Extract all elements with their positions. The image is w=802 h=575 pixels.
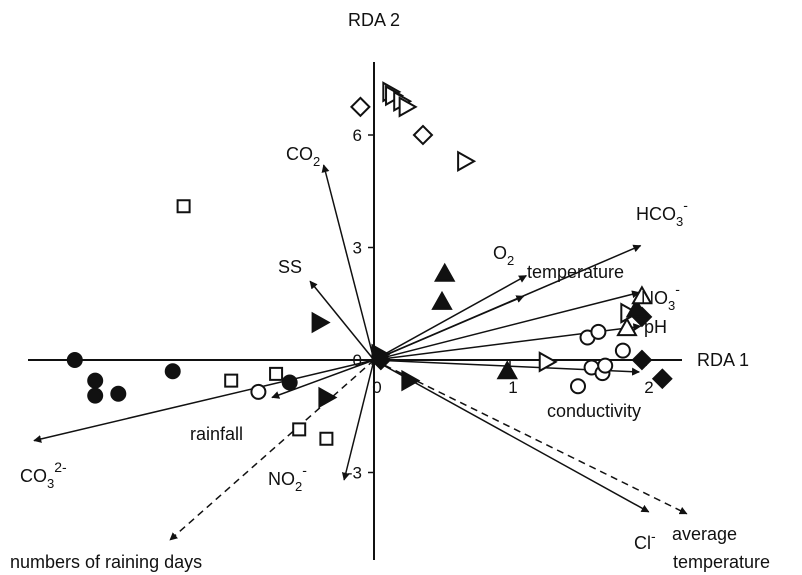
point-circle-open <box>614 342 631 359</box>
point-square-open <box>224 373 239 388</box>
x-tick-label: 0 <box>372 378 381 397</box>
points-layer <box>66 81 673 446</box>
point-circle-filled <box>87 372 104 389</box>
point-square-open <box>319 431 334 446</box>
vector-label-rainfall: rainfall <box>190 424 243 444</box>
vector-label-co2: CO2 <box>286 144 320 169</box>
point-square-open <box>176 199 191 214</box>
vectors-layer <box>33 164 688 541</box>
point-diamond-open <box>412 124 434 146</box>
point-triangle-right-filled <box>311 311 331 334</box>
point-triangle-up-open <box>631 285 653 305</box>
y-tick-label: 3 <box>353 239 362 258</box>
point-square-open <box>292 422 307 437</box>
vector-no2 <box>341 359 375 481</box>
y-tick-label: 6 <box>353 126 362 145</box>
vector-label-cl: Cl- <box>634 528 656 553</box>
vector-cl <box>373 359 650 513</box>
vector-label-ss: SS <box>278 257 302 277</box>
point-circle-filled <box>66 352 83 368</box>
point-diamond-filled <box>370 349 392 371</box>
vector-label-no2: NO2- <box>268 462 307 494</box>
point-triangle-right-open <box>538 351 558 373</box>
vector-ss <box>309 280 375 361</box>
vector-rainfall <box>271 359 375 399</box>
point-triangle-up-open <box>616 317 638 337</box>
vector-label-no3: NO3- <box>641 281 680 313</box>
ticks-layer: 0 1 2 -3 0 3 6 <box>347 126 654 483</box>
vector-label-o2: O2 <box>493 243 514 268</box>
point-diamond-open <box>349 96 371 118</box>
point-circle-open <box>250 383 267 400</box>
vector-label-co3: CO32- <box>20 459 67 491</box>
vector-labels: CO2 SS O2 temperature HCO3- NO3- pH conductivit… <box>10 144 770 572</box>
point-triangle-right-filled <box>318 386 338 409</box>
point-circle-filled <box>164 363 181 380</box>
point-diamond-filled <box>631 349 653 371</box>
point-circle-filled <box>281 374 298 391</box>
y-axis-title: RDA 2 <box>348 10 400 30</box>
point-circle-filled <box>110 385 127 402</box>
axes: 0 1 2 -3 0 3 6 RDA 1 RDA 2 <box>28 10 749 560</box>
vector-average-temperature <box>373 359 688 515</box>
vector-o2 <box>373 274 528 361</box>
point-triangle-up-filled <box>496 360 518 380</box>
vector-co2 <box>321 164 375 361</box>
point-triangle-right-filled <box>401 369 421 392</box>
vector-label-raining-days: numbers of raining days <box>10 552 202 572</box>
y-tick-label: 0 <box>353 351 362 370</box>
point-square-open <box>269 366 284 381</box>
point-circle-open <box>590 323 607 340</box>
point-triangle-up-filled <box>434 262 456 282</box>
y-tick-label: -3 <box>347 464 362 483</box>
point-triangle-up-filled <box>431 290 453 310</box>
vector-label-conductivity: conductivity <box>547 401 641 421</box>
x-tick-label: 1 <box>508 378 517 397</box>
vector-label-average-temperature: temperature <box>673 552 770 572</box>
point-triangle-right-open <box>398 96 418 118</box>
vector-hco3 <box>373 244 642 361</box>
point-circle-open <box>570 378 586 395</box>
vector-no3 <box>373 290 640 361</box>
vector-label-temperature: temperature <box>527 262 624 282</box>
x-axis-title: RDA 1 <box>697 350 749 370</box>
vector-raining-days <box>169 359 375 541</box>
point-diamond-filled <box>651 368 673 390</box>
point-triangle-right-open <box>457 150 477 172</box>
point-triangle-up-filled <box>625 298 648 318</box>
vector-label-average-temperature: average <box>672 524 737 544</box>
x-tick-label: 2 <box>644 378 653 397</box>
vector-co3 <box>33 359 375 443</box>
point-circle-open <box>597 357 614 374</box>
vector-label-ph: pH <box>644 317 667 337</box>
point-circle-filled <box>87 387 104 404</box>
vector-label-hco3: HCO3- <box>636 197 688 229</box>
